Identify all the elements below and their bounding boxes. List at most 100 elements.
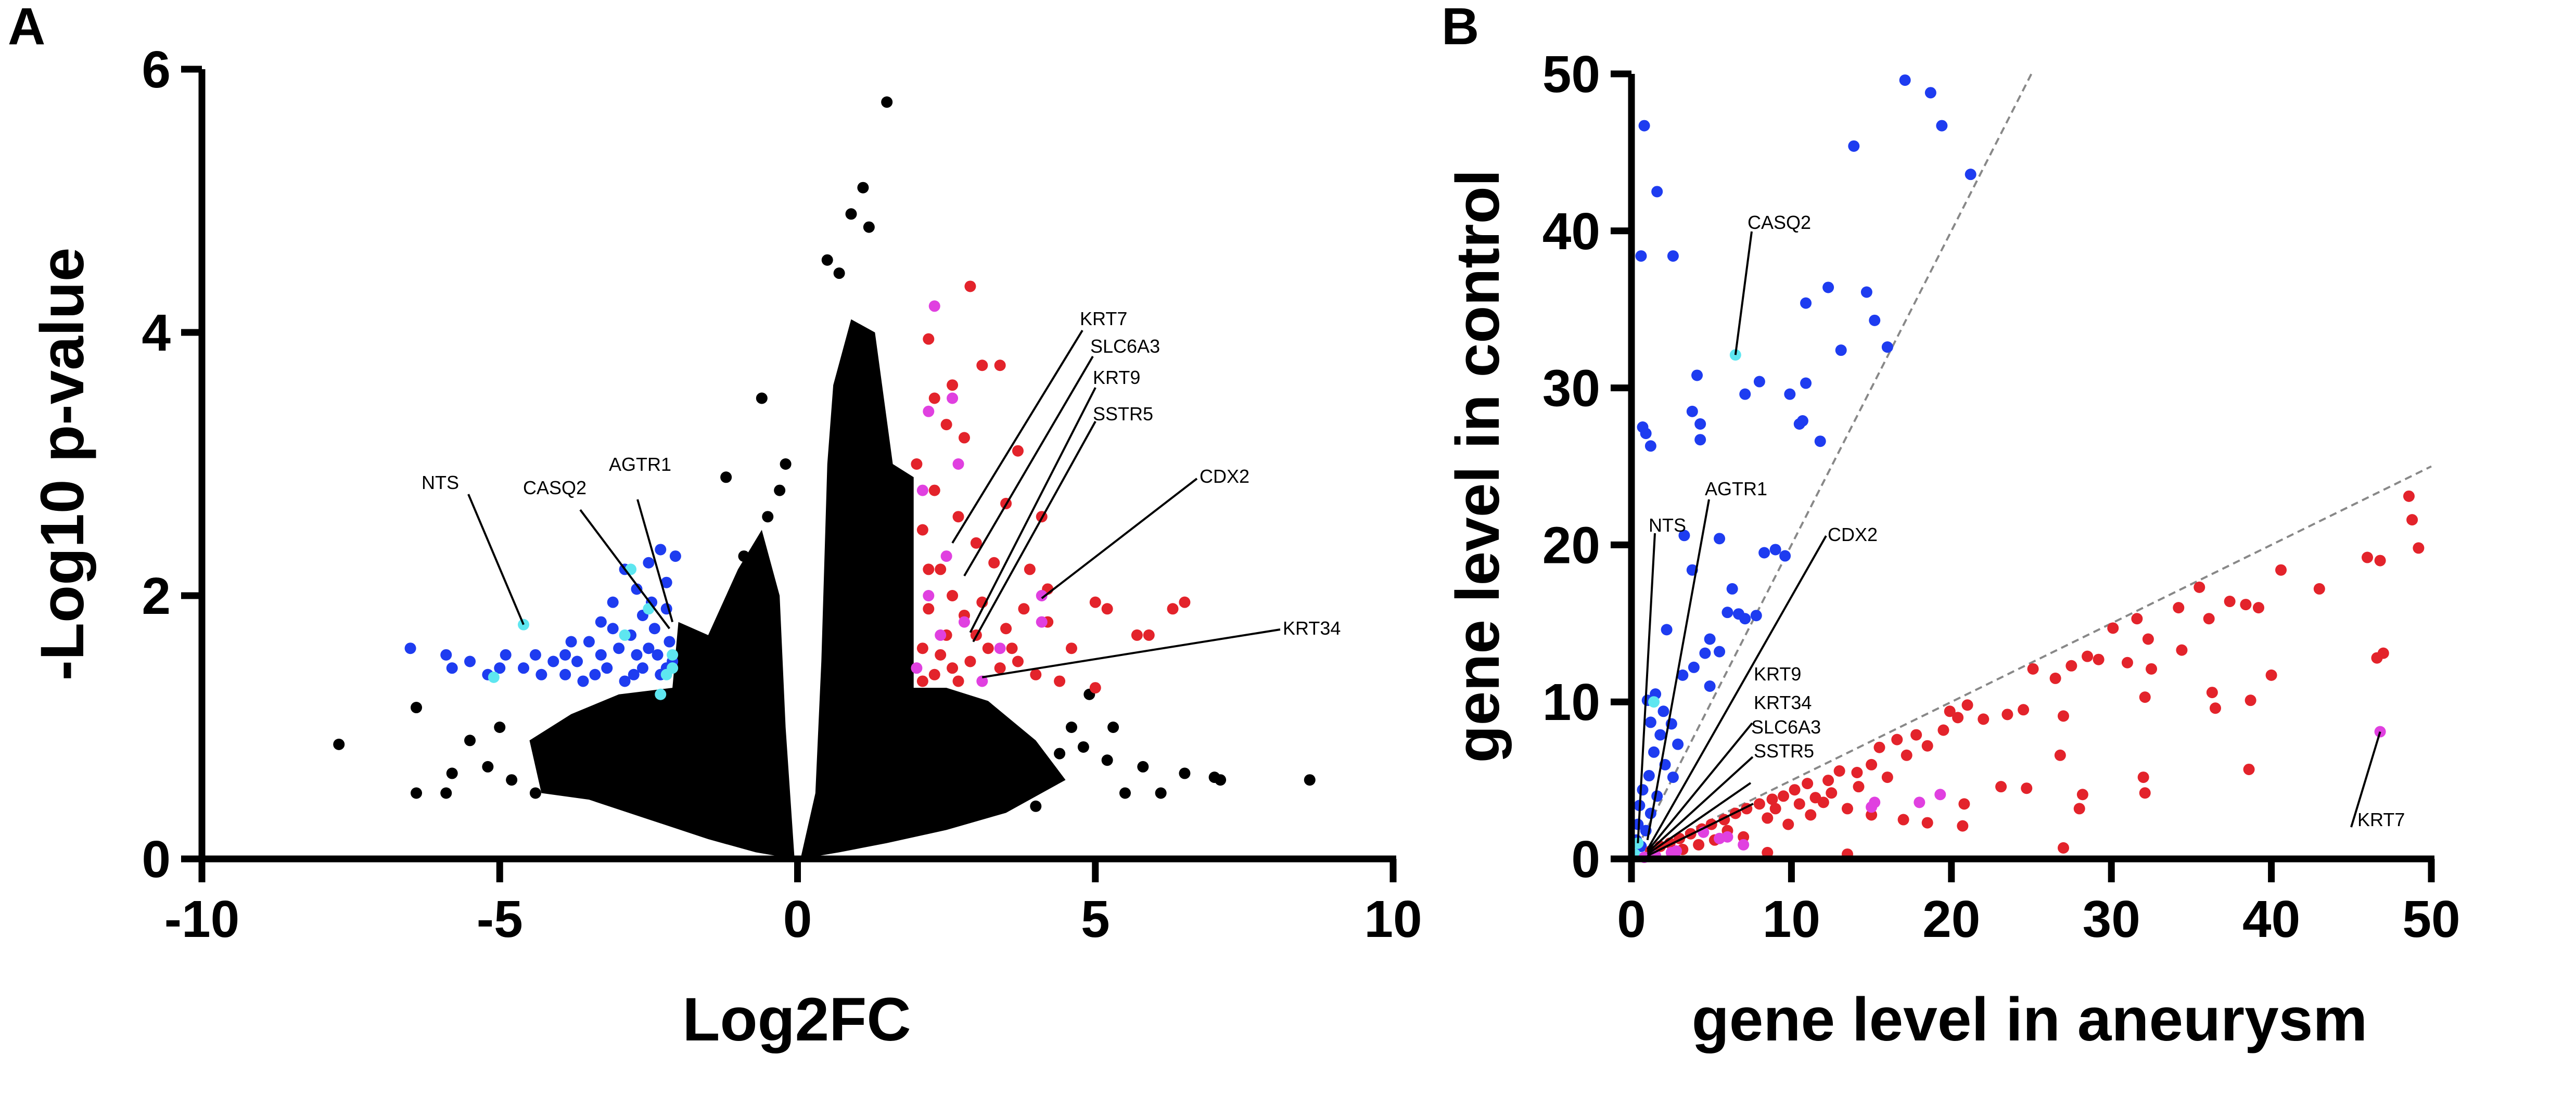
volcano-gene-label-leader [963,355,1094,577]
scatter-down-point [1654,729,1666,741]
volcano-down-point [559,668,571,680]
scatter-down-point [1881,341,1893,353]
volcano-gene-label: KRT9 [1093,367,1140,388]
scatter-up-point [1802,778,1814,790]
volcano-up-point [1012,655,1024,667]
scatter-gene-label-leader [1637,533,1656,843]
scatter-gene-label-leader [1647,756,1754,854]
volcano-gene-label: AGTR1 [609,454,671,475]
scatter-up-point [2173,602,2185,614]
volcano-down-point [446,662,458,674]
volcano-ns-point [1137,761,1149,773]
volcano-highlight-up-point [1036,590,1048,601]
scatter-up-point [1789,784,1801,796]
scatter-down-point [1869,314,1881,326]
volcano-ns-point [553,780,565,792]
scatter-gene-label: SLC6A3 [1751,716,1821,738]
scatter-up-point [1944,705,1956,717]
volcano-down-point [535,668,547,680]
volcano-up-point [952,675,964,687]
volcano-ns-point [333,738,345,750]
scatter-x-tick-label: 30 [2083,890,2140,948]
volcano-gene-label-leader [981,628,1281,678]
volcano-up-point [947,662,959,674]
scatter-up-point [2049,672,2061,684]
scatter-up-point [2139,691,2151,703]
volcano-highlight-up-point [911,662,923,674]
scatter-up-point [1952,712,1964,724]
scatter-up-point [1937,724,1949,736]
scatter-down-point [1640,428,1652,440]
volcano-up-point [964,280,976,292]
volcano-down-point [643,557,655,569]
scatter-down-point [1704,680,1716,692]
scatter-gene-label: AGTR1 [1705,478,1767,499]
volcano-up-point [928,668,940,680]
scatter-up-point [2093,653,2105,665]
volcano-gene-label-leader [951,329,1083,544]
volcano-y-tick-label: 0 [142,830,171,889]
scatter-up-point [2121,657,2133,668]
volcano-down-point [669,550,681,562]
scatter-down-point [1924,87,1936,99]
volcano-highlight-up-point [1036,616,1048,628]
volcano-up-point [1024,563,1036,575]
volcano-ns-point [756,392,768,404]
volcano-ns-point [577,748,589,760]
scatter-down-point [1661,624,1673,636]
volcano-highlight-up-point [923,590,935,601]
volcano-ns-point [446,767,458,779]
volcano-highlight-down-point [655,688,667,700]
volcano-up-point [1089,596,1101,608]
scatter-up-point [2313,583,2325,595]
scatter-x-tick-label: 40 [2242,890,2300,948]
scatter-up-point [2243,763,2255,775]
volcano-ns-point [529,787,541,799]
volcano-down-point [529,649,541,661]
volcano-up-point [935,563,947,575]
scatter-x-axis-title: gene level in aneurysm [1692,985,2368,1054]
volcano-highlight-up-point [928,300,940,312]
volcano-down-point [583,636,595,648]
scatter-gene-label-leader [1734,231,1753,355]
scatter-up-point [2210,702,2222,714]
volcano-down-point [494,662,506,674]
scatter-down-point [1694,418,1706,430]
volcano-gene-label: NTS [422,472,459,493]
scatter-up-point [2076,789,2088,801]
volcano-up-point [928,484,940,496]
volcano-down-point [636,662,648,674]
volcano-highlight-down-point [488,671,500,683]
volcano-up-point [947,590,959,601]
volcano-down-point [547,655,559,667]
scatter-gene-label-leader [1647,803,1754,857]
scatter-down-point [1800,377,1812,389]
scatter-up-point [1793,798,1805,810]
scatter-up-point [2021,782,2033,794]
scatter-down-point [1814,435,1826,447]
scatter-down-point [1784,388,1796,400]
scatter-up-point [1753,798,1765,810]
scatter-down-point [1678,530,1690,542]
volcano-up-point [1030,668,1042,680]
scatter-up-point [1910,729,1922,741]
scatter-up-point [2073,803,2085,815]
volcano-highlight-up-point [958,616,970,628]
scatter-down-point [1936,120,1948,132]
volcano-gene-label: SLC6A3 [1090,336,1160,357]
volcano-up-point [1167,603,1179,615]
scatter-up-point [1961,699,1973,711]
volcano-up-point [976,359,988,371]
volcano-up-point [1012,445,1024,457]
volcano-x-tick-label: 5 [1081,890,1110,948]
volcano-gene-label-leader [1041,478,1198,599]
volcano-up-point [916,524,928,536]
scatter-up-point [1957,820,1969,832]
scatter-down-point [1657,705,1669,717]
scatter-gene-label: KRT9 [1754,663,1801,685]
scatter-down-point [1637,784,1649,796]
scatter-down-point [1750,610,1762,622]
volcano-up-point [928,392,940,404]
volcano-gene-label-leader [579,509,671,629]
scatter-down-point [1672,738,1684,750]
